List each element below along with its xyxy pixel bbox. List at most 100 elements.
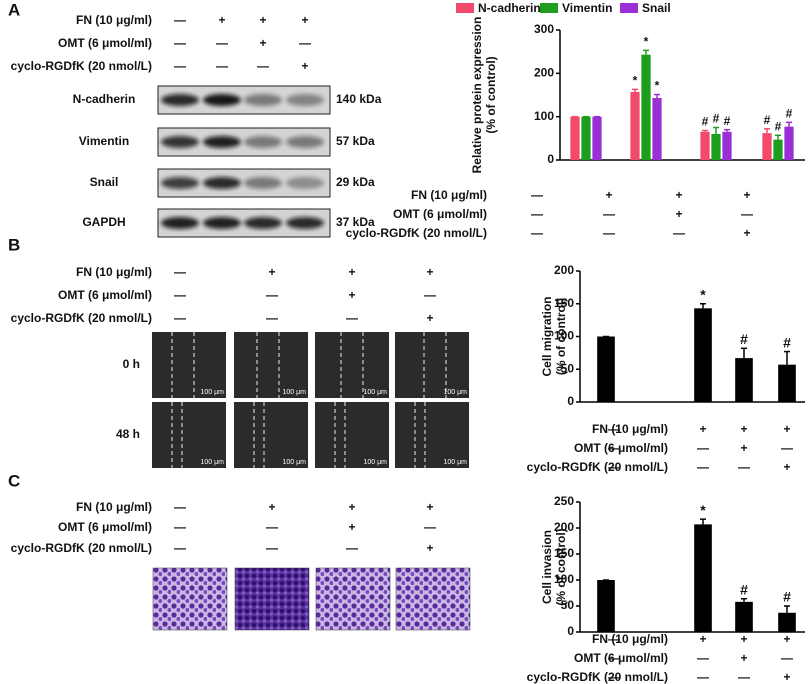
legend-label: N-cadherin <box>478 1 541 15</box>
condition-sign: + <box>426 541 433 555</box>
y-tick-label: 100 <box>554 329 574 343</box>
condition-sign: + <box>348 520 355 534</box>
significance-marker: # <box>786 106 793 120</box>
condition-sign: + <box>783 670 790 684</box>
bar <box>694 308 712 402</box>
legend-label: Vimentin <box>562 1 612 15</box>
condition-label: OMT (6 μmol/ml) <box>574 651 668 665</box>
bar <box>630 91 640 160</box>
condition-sign: — <box>608 460 620 474</box>
condition-sign: — <box>697 651 709 665</box>
blot-band <box>244 94 282 106</box>
y-tick-label: 100 <box>554 572 574 586</box>
scale-label: 100 μm <box>283 459 307 466</box>
micrograph <box>395 332 469 398</box>
micrograph <box>234 332 308 398</box>
blot-band <box>161 217 199 229</box>
protein-label: GAPDH <box>82 215 125 229</box>
condition-sign: — <box>531 226 543 240</box>
bar <box>784 126 794 160</box>
condition-label: OMT (6 μmol/ml) <box>58 36 152 50</box>
condition-sign: + <box>699 632 706 646</box>
blot-band <box>203 136 241 148</box>
condition-sign: + <box>301 59 308 73</box>
y-axis-label: Cell migration <box>540 296 554 376</box>
bar <box>735 601 753 632</box>
blot-band <box>161 136 199 148</box>
condition-sign: — <box>174 541 186 555</box>
bar <box>641 54 651 161</box>
bar <box>722 131 732 160</box>
legend-label: Snail <box>642 1 671 15</box>
condition-label: FN (10 μg/ml) <box>411 188 487 202</box>
condition-sign: — <box>174 265 186 279</box>
condition-sign: + <box>743 226 750 240</box>
condition-sign: + <box>740 651 747 665</box>
bar <box>700 131 710 160</box>
y-tick-label: 50 <box>561 598 575 612</box>
significance-marker: * <box>644 35 649 49</box>
blot-band <box>161 94 199 106</box>
condition-sign: + <box>426 500 433 514</box>
condition-sign: — <box>741 207 753 221</box>
y-tick-label: 300 <box>534 22 554 36</box>
condition-sign: — <box>531 207 543 221</box>
condition-sign: — <box>697 460 709 474</box>
significance-marker: * <box>633 74 638 88</box>
condition-sign: — <box>174 311 186 325</box>
protein-label: Vimentin <box>79 134 129 148</box>
bar <box>778 364 796 402</box>
condition-sign: — <box>608 632 620 646</box>
condition-label: cyclo-RGDfK (20 nmol/L) <box>11 311 152 325</box>
bar <box>735 358 753 402</box>
condition-sign: — <box>216 59 228 73</box>
condition-sign: + <box>218 13 225 27</box>
time-label: 0 h <box>123 357 140 371</box>
condition-label: cyclo-RGDfK (20 nmol/L) <box>11 59 152 73</box>
micrograph <box>152 402 226 468</box>
condition-label: FN (10 μg/ml) <box>592 422 668 436</box>
condition-sign: + <box>259 13 266 27</box>
blot-band <box>161 177 199 189</box>
condition-sign: — <box>174 13 186 27</box>
y-axis-label: (% of control) <box>484 56 498 133</box>
y-tick-label: 0 <box>567 624 574 638</box>
condition-label: OMT (6 μmol/ml) <box>58 288 152 302</box>
condition-label: FN (10 μg/ml) <box>76 265 152 279</box>
legend-swatch <box>540 3 558 13</box>
bar <box>711 134 721 160</box>
scale-label: 100 μm <box>444 459 468 466</box>
condition-sign: — <box>608 441 620 455</box>
condition-sign: — <box>174 36 186 50</box>
bar <box>694 524 712 632</box>
micrograph <box>234 402 308 468</box>
scale-label: 100 μm <box>201 389 225 396</box>
y-tick-label: 200 <box>554 520 574 534</box>
size-label: 57 kDa <box>336 134 375 148</box>
significance-marker: # <box>740 331 748 347</box>
significance-marker: # <box>740 581 748 597</box>
size-label: 140 kDa <box>336 92 382 106</box>
micrograph <box>234 567 310 631</box>
condition-sign: — <box>299 36 311 50</box>
condition-sign: + <box>259 36 266 50</box>
blot-band <box>244 136 282 148</box>
bar <box>762 133 772 160</box>
condition-sign: + <box>740 632 747 646</box>
condition-label: cyclo-RGDfK (20 nmol/L) <box>11 541 152 555</box>
condition-sign: + <box>783 422 790 436</box>
condition-sign: + <box>783 632 790 646</box>
condition-sign: — <box>174 59 186 73</box>
y-tick-label: 50 <box>561 361 575 375</box>
bar <box>778 612 796 632</box>
panel-label: C <box>8 471 20 490</box>
condition-sign: + <box>605 188 612 202</box>
protein-label: Snail <box>90 175 119 189</box>
scale-label: 100 μm <box>444 389 468 396</box>
condition-sign: + <box>348 288 355 302</box>
condition-label: FN (10 μg/ml) <box>76 13 152 27</box>
condition-sign: + <box>348 265 355 279</box>
y-tick-label: 0 <box>567 394 574 408</box>
condition-sign: — <box>257 59 269 73</box>
blot-band <box>244 177 282 189</box>
